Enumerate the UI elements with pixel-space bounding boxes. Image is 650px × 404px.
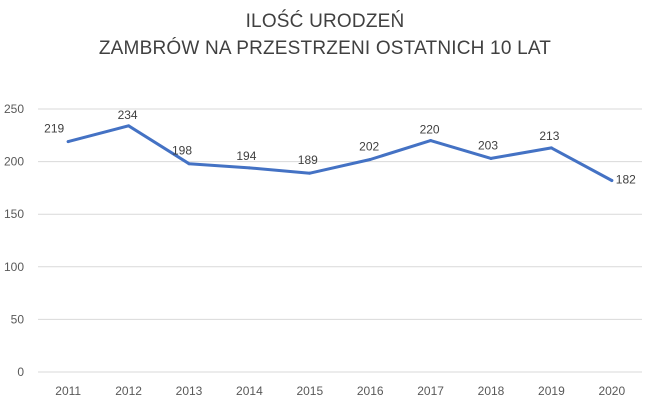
series-line-group [66,124,614,183]
y-tick-label: 100 [4,260,24,274]
data-point [368,157,372,161]
data-label: 213 [539,129,559,143]
data-point [66,140,70,144]
data-point [247,166,251,170]
data-label: 182 [616,173,636,187]
y-tick-label: 0 [17,365,24,379]
x-tick-label: 2018 [478,384,505,398]
gridlines [38,108,642,373]
data-label: 198 [172,144,192,158]
x-tick-label: 2019 [538,384,565,398]
x-tick-label: 2017 [417,384,444,398]
y-tick-label: 50 [11,312,25,326]
data-label: 220 [420,123,440,137]
x-tick-label: 2020 [598,384,625,398]
data-label: 203 [478,138,498,152]
data-point [549,146,553,150]
x-tick-label: 2014 [236,384,263,398]
chart-title-line-1: ILOŚĆ URODZEŃ [245,11,405,32]
data-label: 189 [298,153,318,167]
y-axis-tick-labels: 0 50 100 150 200 250 [4,102,24,379]
data-label: 234 [118,108,138,122]
data-point [610,179,614,183]
data-label: 219 [44,122,64,136]
y-tick-label: 250 [4,102,24,116]
data-label: 202 [359,139,379,153]
x-tick-label: 2012 [115,384,142,398]
data-label: 194 [236,149,256,163]
y-tick-label: 200 [4,155,24,169]
data-point [429,139,433,143]
x-tick-label: 2016 [357,384,384,398]
y-tick-label: 150 [4,207,24,221]
data-point [489,156,493,160]
x-tick-label: 2015 [296,384,323,398]
chart-title-line-2: ZAMBRÓW NA PRZESTRZENI OSTATNICH 10 LAT [98,38,552,59]
data-point [308,171,312,175]
data-labels: 219 234 198 194 189 202 220 203 213 182 [44,108,636,187]
data-point [127,124,131,128]
x-tick-label: 2013 [176,384,203,398]
data-point [187,162,191,166]
chart-title: ILOŚĆ URODZEŃ ZAMBRÓW NA PRZESTRZENI OST… [0,8,650,62]
series-line [66,124,614,182]
x-tick-label: 2011 [55,384,81,398]
x-axis-tick-labels: 2011 2012 2013 2014 2015 2016 2017 2018 2019 2020 [55,384,625,398]
